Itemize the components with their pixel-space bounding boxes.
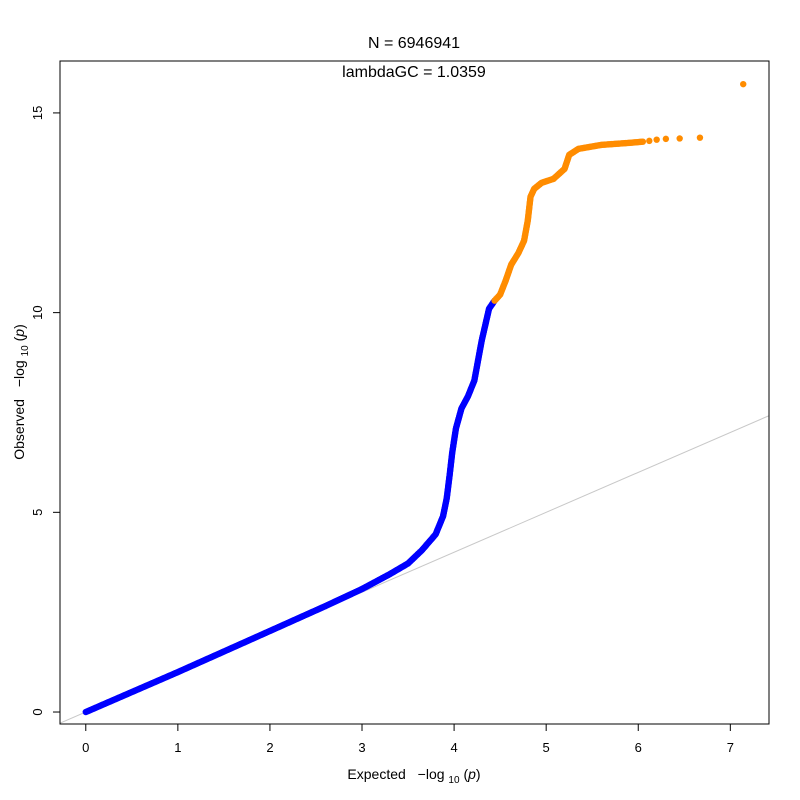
data-point bbox=[653, 136, 660, 143]
x-axis-label-prefix: Expected bbox=[347, 766, 405, 782]
y-tick-label: 0 bbox=[30, 708, 45, 715]
x-axis-label-sub: 10 bbox=[448, 775, 460, 786]
y-axis-label-prefix: Observed bbox=[11, 399, 27, 460]
x-tick-label: 1 bbox=[174, 740, 181, 755]
x-axis-label-expr: −log bbox=[418, 766, 445, 782]
x-tick-label: 6 bbox=[635, 740, 642, 755]
chart-title-line-1: N = 6946941 bbox=[368, 35, 460, 52]
x-axis: 0 1 2 3 4 5 6 7 bbox=[82, 723, 734, 755]
y-axis-label-sub: 10 bbox=[20, 345, 31, 357]
x-axis-label: Expected −log 10 (p) bbox=[347, 766, 480, 786]
y-tick-label: 5 bbox=[30, 509, 45, 516]
x-tick-label: 0 bbox=[82, 740, 89, 755]
y-axis: 0 5 10 15 bbox=[30, 106, 61, 716]
plot-frame bbox=[59, 60, 770, 725]
data-point bbox=[740, 80, 747, 88]
y-axis-label-var: p bbox=[11, 329, 27, 338]
x-axis-label-var: p bbox=[467, 766, 476, 782]
x-tick-label: 3 bbox=[358, 740, 365, 755]
y-tick-label: 10 bbox=[30, 305, 45, 319]
y-axis-label: Observed −log 10 (p) bbox=[11, 324, 31, 460]
data-point bbox=[676, 135, 683, 142]
y-tick-label: 15 bbox=[30, 106, 45, 120]
y-axis-label-expr: −log bbox=[11, 360, 27, 387]
series-0 bbox=[82, 297, 498, 716]
data-point bbox=[639, 138, 647, 145]
series-1 bbox=[491, 80, 747, 304]
data-point bbox=[646, 137, 653, 145]
data-point bbox=[696, 134, 704, 141]
x-tick-label: 4 bbox=[450, 740, 457, 755]
x-tick-label: 5 bbox=[543, 740, 550, 755]
x-tick-label: 2 bbox=[266, 740, 273, 755]
data-point bbox=[662, 135, 670, 143]
data-points-layer bbox=[82, 80, 747, 716]
chart-title-line-2: lambdaGC = 1.0359 bbox=[342, 64, 486, 81]
x-tick-label: 7 bbox=[727, 740, 734, 755]
